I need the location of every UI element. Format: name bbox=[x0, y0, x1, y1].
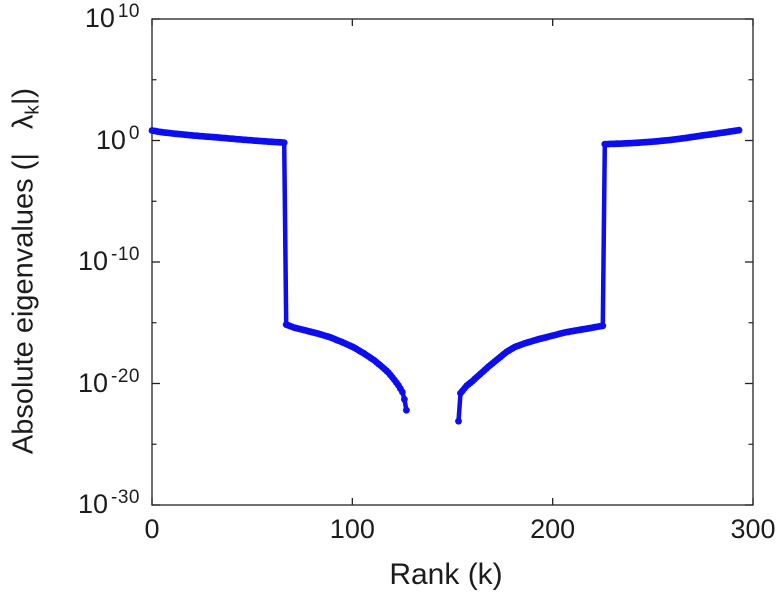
data-point bbox=[280, 139, 288, 147]
lambda-subscript: k bbox=[22, 105, 44, 115]
y-tick-base: 10 bbox=[84, 3, 115, 33]
y-tick-base: 10 bbox=[77, 489, 109, 519]
y-tick-label-10e-30: 10 -30 bbox=[0, 488, 140, 519]
series-line-left-branch-k0-127 bbox=[149, 128, 409, 413]
y-tick-label-10e10: 10 10 bbox=[0, 2, 140, 33]
y-tick-base: 10 bbox=[77, 367, 109, 398]
x-axis-label: Rank (k) bbox=[389, 558, 503, 591]
y-tick-exponent: -30 bbox=[111, 487, 140, 508]
y-tick-label-10e-10: 10 -10 bbox=[0, 245, 140, 276]
y-tick-base: 10 bbox=[95, 124, 126, 155]
data-point bbox=[401, 395, 408, 403]
y-tick-exponent: 10 bbox=[117, 1, 140, 22]
y-tick-exponent: -20 bbox=[111, 365, 140, 387]
x-tick-label-200: 200 bbox=[530, 514, 576, 544]
y-tick-exponent: -10 bbox=[111, 244, 140, 265]
x-tick-label-0: 0 bbox=[144, 514, 160, 544]
data-point bbox=[399, 388, 406, 396]
data-point bbox=[403, 406, 410, 414]
lambda-symbol: λ bbox=[7, 114, 40, 130]
data-point bbox=[735, 126, 743, 134]
data-point bbox=[599, 322, 607, 330]
axes-box bbox=[151, 18, 754, 506]
y-tick-label-10e0: 10 0 bbox=[0, 124, 140, 155]
y-axis-label-suffix: |) bbox=[7, 87, 40, 106]
y-tick-base: 10 bbox=[77, 246, 109, 276]
x-tick-label-100: 100 bbox=[329, 514, 375, 544]
x-tick-label-300: 300 bbox=[730, 514, 776, 544]
y-tick-label-10e-20: 10 -20 bbox=[0, 367, 140, 398]
data-point bbox=[455, 417, 462, 425]
y-tick-exponent: 0 bbox=[128, 122, 140, 144]
y-axis-label: Absolute eigenvalues (| λk|) bbox=[7, 87, 44, 455]
series-line-right-branch-k153-293 bbox=[456, 127, 742, 424]
y-axis-label-prefix: Absolute eigenvalues (| bbox=[7, 153, 40, 455]
